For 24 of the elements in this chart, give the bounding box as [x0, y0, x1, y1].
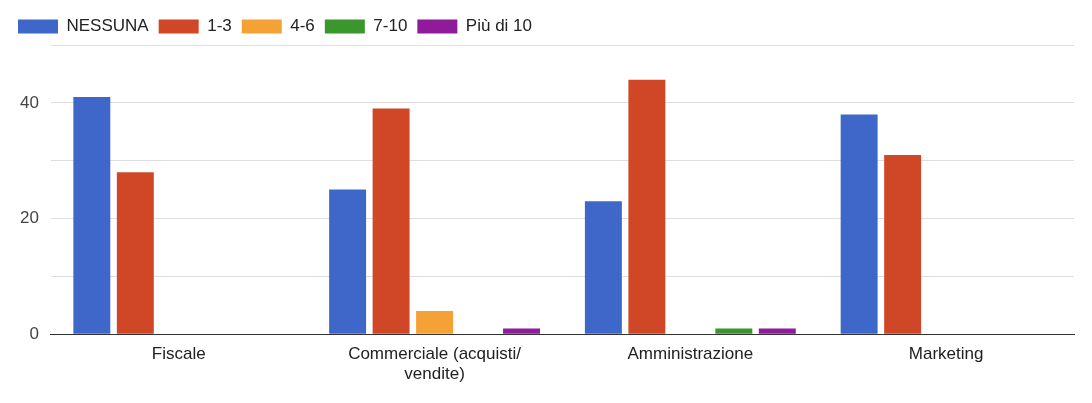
x-tick-label: Marketing: [908, 344, 984, 364]
bar: [73, 97, 111, 334]
y-tick-label: 0: [29, 323, 39, 343]
x-tick-label: Fiscale: [151, 344, 206, 364]
legend-label: 1-3: [207, 16, 232, 36]
y-tick-label: 20: [19, 208, 39, 228]
bar: [372, 108, 410, 334]
bar: [715, 328, 753, 334]
bar: [329, 189, 367, 334]
legend-label: NESSUNA: [66, 16, 150, 36]
bar: [840, 114, 878, 334]
legend-label: 4-6: [290, 16, 315, 36]
bar: [584, 201, 622, 334]
bar: [884, 154, 922, 334]
bar: [503, 328, 541, 334]
bar: [758, 328, 796, 334]
bar: [416, 311, 454, 334]
x-tick-label: Commerciale (acquisti/ vendite): [348, 344, 522, 384]
x-tick-label: Amministrazione: [627, 344, 754, 364]
bar: [116, 172, 154, 334]
y-tick-label: 40: [19, 92, 39, 112]
legend-label: 7-10: [373, 16, 408, 36]
bar: [628, 79, 666, 334]
legend-label: Più di 10: [465, 16, 533, 36]
